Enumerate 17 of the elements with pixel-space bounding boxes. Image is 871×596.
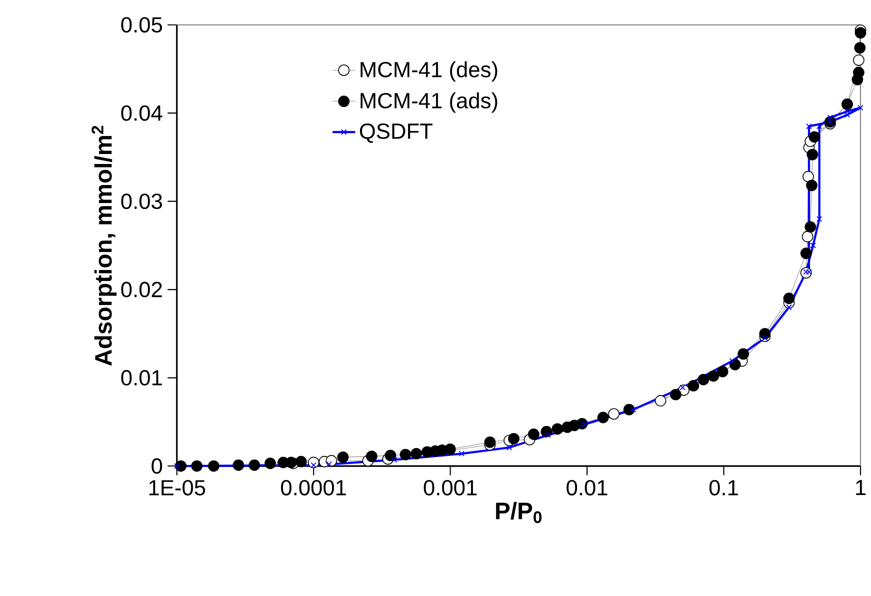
- x-tick-label: 1E-05: [149, 480, 206, 496]
- legend-label: MCM-41 (des): [360, 61, 498, 82]
- y-tick-label: 0.04: [121, 105, 162, 121]
- y-axis-title: Adsorption, mmol/m$^{2}$: [92, 126, 117, 366]
- x-tick-label: 1: [856, 480, 866, 495]
- x-tick-label: 0.01: [566, 480, 608, 496]
- y-tick-label: 0.05: [121, 17, 162, 32]
- legend-label: QSDFT: [360, 123, 432, 143]
- y-tick-label: 0.03: [121, 193, 162, 209]
- y-tick-label: 0.02: [121, 282, 162, 298]
- x-tick-label: 0.0001: [281, 480, 346, 496]
- x-tick-label: 0.001: [424, 480, 477, 496]
- y-tick-label: 0: [152, 458, 162, 474]
- y-tick-label: 0.01: [121, 370, 162, 386]
- x-tick-label: 0.1: [709, 480, 738, 496]
- x-axis-title: P/P$_{0}$: [496, 502, 542, 524]
- legend-label: MCM-41 (ads): [360, 92, 498, 113]
